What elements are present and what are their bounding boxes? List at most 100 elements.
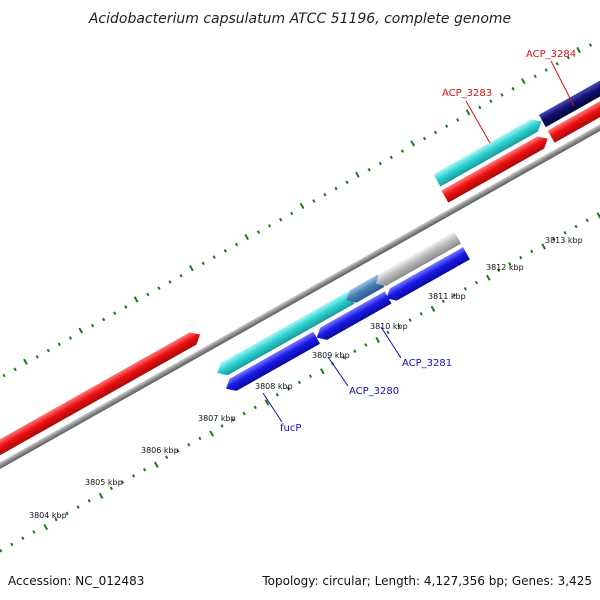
gene-label-acp3284[interactable]: ACP_3284 xyxy=(526,49,576,60)
minor-tick xyxy=(563,230,567,235)
minor-tick xyxy=(13,367,17,372)
leader-acp3281 xyxy=(380,326,402,359)
major-tick xyxy=(189,265,194,272)
major-tick xyxy=(465,109,471,116)
accession-text: Accession: NC_012483 xyxy=(8,574,145,588)
reverse-strand-track xyxy=(217,231,470,391)
scale-labels: 3804 kbp 3805 kbp 3806 kbp 3807 kbp 3808… xyxy=(29,236,583,520)
reverse-cds-acp3280 xyxy=(346,274,385,303)
minor-tick xyxy=(386,330,390,335)
major-tick xyxy=(78,327,84,334)
inner-tick-ring xyxy=(0,212,600,553)
minor-tick xyxy=(32,530,36,534)
minor-tick xyxy=(364,343,368,347)
minor-tick xyxy=(231,417,235,422)
minor-tick xyxy=(242,411,246,416)
minor-tick xyxy=(279,217,283,222)
minor-tick xyxy=(76,505,80,509)
minor-tick xyxy=(323,192,327,197)
genome-summary-text: Topology: circular; Length: 4,127,356 bp… xyxy=(262,574,592,588)
minor-tick xyxy=(497,268,501,272)
minor-tick xyxy=(201,261,205,266)
minor-tick xyxy=(57,342,61,347)
minor-tick xyxy=(0,548,3,553)
minor-tick xyxy=(345,180,349,185)
major-tick xyxy=(596,212,600,219)
minor-tick xyxy=(511,86,515,91)
minor-tick xyxy=(234,242,239,247)
minor-tick xyxy=(400,149,404,153)
scale-label: 3809 kbp xyxy=(312,351,350,360)
scale-label: 3806 kbp xyxy=(141,446,179,455)
minor-tick xyxy=(533,74,537,79)
minor-tick xyxy=(113,311,117,315)
gene-label-acp3283[interactable]: ACP_3283 xyxy=(442,88,492,99)
minor-tick xyxy=(544,68,548,72)
minor-tick xyxy=(519,255,523,260)
minor-tick xyxy=(109,486,113,491)
minor-tick xyxy=(198,436,202,441)
minor-tick xyxy=(463,287,468,291)
gene-label-acp3281[interactable]: ACP_3281 xyxy=(402,358,452,369)
scale-label: 3812 kbp xyxy=(486,263,524,272)
major-tick xyxy=(23,358,28,365)
minor-tick xyxy=(179,273,183,278)
minor-tick xyxy=(286,386,291,391)
forward-cds-acp3284 xyxy=(547,71,600,143)
scale-label: 3811 kbp xyxy=(428,292,466,301)
minor-tick xyxy=(530,249,534,254)
major-tick xyxy=(576,46,582,54)
minor-tick xyxy=(308,374,313,378)
forward-cds-long xyxy=(0,332,201,516)
outer-tick-ring xyxy=(2,37,600,378)
minor-tick xyxy=(508,262,512,266)
minor-tick xyxy=(102,317,106,322)
major-tick xyxy=(98,492,104,500)
minor-tick xyxy=(54,517,58,522)
minor-tick xyxy=(441,299,445,304)
minor-tick xyxy=(408,318,412,322)
minor-tick xyxy=(124,305,128,309)
minor-tick xyxy=(433,130,438,135)
minor-tick xyxy=(2,373,6,378)
gene-label-fucp[interactable]: fucP xyxy=(280,423,301,434)
minor-tick xyxy=(456,118,460,122)
minor-tick xyxy=(552,237,556,241)
minor-tick xyxy=(142,467,147,472)
gene-labels: ACP_3283 ACP_3284 fucP ACP_3280 ACP_3281 xyxy=(280,49,576,434)
reverse-cds-blue-3 xyxy=(386,247,470,301)
minor-tick xyxy=(478,105,482,110)
major-tick xyxy=(520,78,526,85)
minor-tick xyxy=(588,43,593,47)
minor-tick xyxy=(500,93,504,97)
major-tick xyxy=(319,368,325,375)
minor-tick xyxy=(35,355,39,359)
minor-tick xyxy=(10,542,14,547)
minor-tick xyxy=(342,355,346,360)
major-tick xyxy=(133,296,139,303)
scale-label: 3810 kbp xyxy=(370,322,408,331)
reverse-cds-fucp xyxy=(217,291,355,376)
gene-label-leaders xyxy=(262,60,575,423)
minor-tick xyxy=(367,167,371,172)
minor-tick xyxy=(68,336,73,340)
minor-tick xyxy=(489,99,493,103)
minor-tick xyxy=(574,224,578,229)
leader-acp3280 xyxy=(327,356,349,387)
minor-tick xyxy=(452,293,456,297)
minor-tick xyxy=(297,380,302,385)
forward-strand-track xyxy=(0,55,600,516)
minor-tick xyxy=(353,349,357,353)
forward-cds-upper-acp3283 xyxy=(433,119,542,187)
minor-tick xyxy=(46,348,50,353)
minor-tick xyxy=(378,161,382,166)
minor-tick xyxy=(21,536,25,541)
minor-tick xyxy=(253,405,257,410)
gene-label-acp3280[interactable]: ACP_3280 xyxy=(349,386,399,397)
minor-tick xyxy=(334,186,338,191)
minor-tick xyxy=(555,61,559,66)
major-tick xyxy=(244,233,250,241)
minor-tick xyxy=(157,286,161,291)
